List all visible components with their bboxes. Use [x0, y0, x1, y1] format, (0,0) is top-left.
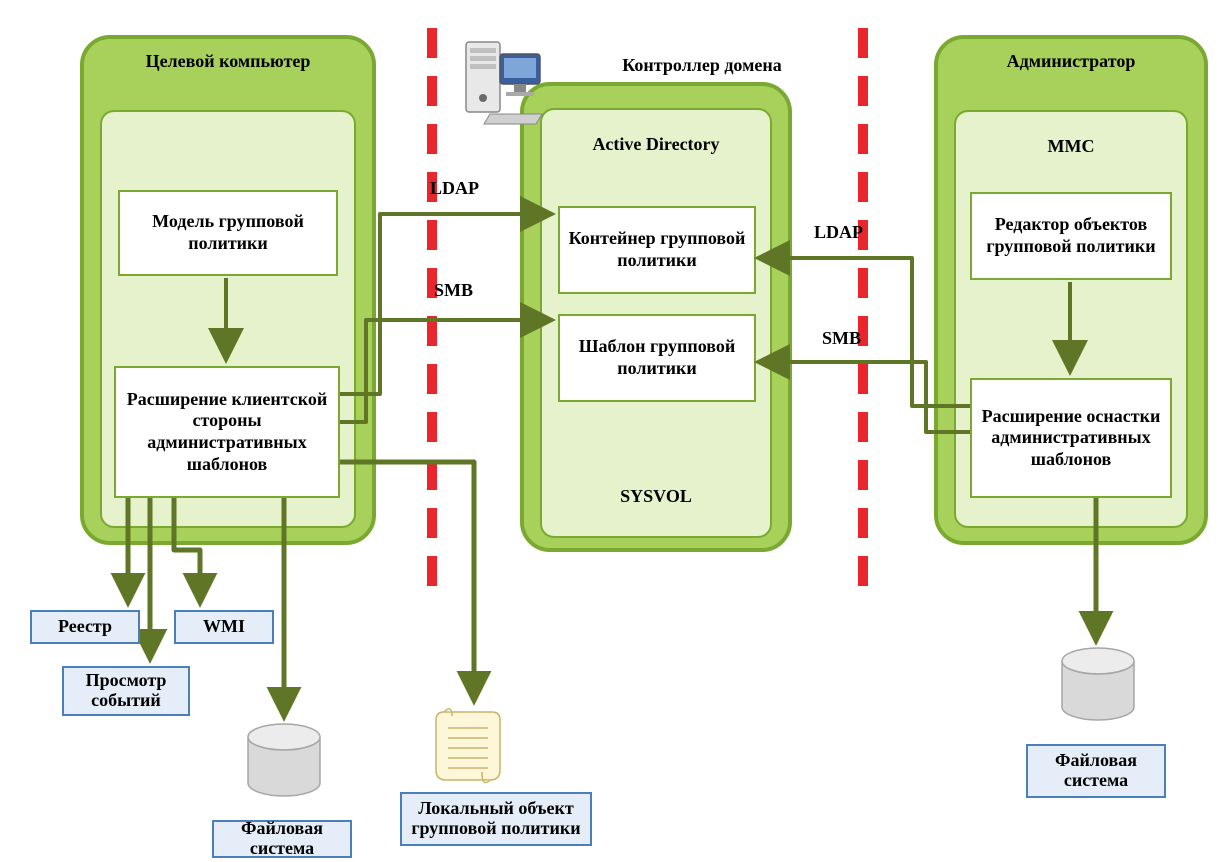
proto-label-2: LDAP [814, 222, 863, 244]
proto-label-3: SMB [822, 328, 861, 350]
bluebox-fs1: Файловая система [212, 820, 352, 858]
bluebox-wmi: WMI [174, 610, 274, 644]
group-title-target: Целевой компьютер [80, 51, 376, 73]
box-cse: Расширение клиентской стороны администра… [114, 366, 340, 498]
bluebox-fs2: Файловая система [1026, 744, 1166, 798]
proto-label-1: SMB [434, 280, 473, 302]
box-gpt: Шаблон групповой политики [558, 314, 756, 402]
bluebox-lgpo: Локальный объект групповой политики [400, 792, 592, 846]
group-title-dc: Контроллер домена [572, 55, 832, 77]
box-model: Модель групповой политики [118, 190, 338, 276]
bluebox-events: Просмотр событий [62, 666, 190, 716]
box-gpc: Контейнер групповой политики [558, 206, 756, 294]
box-snapin: Расширение оснастки административных шаб… [970, 378, 1172, 498]
box-gpoe: Редактор объектов групповой политики [970, 192, 1172, 280]
bluebox-registry: Реестр [30, 610, 140, 644]
inner-bottom-dc: SYSVOL [540, 486, 772, 508]
proto-label-0: LDAP [430, 178, 479, 200]
inner-top-dc: Active Directory [540, 134, 772, 156]
inner-top-admin: ММС [954, 136, 1188, 158]
group-title-admin: Администратор [934, 51, 1208, 73]
